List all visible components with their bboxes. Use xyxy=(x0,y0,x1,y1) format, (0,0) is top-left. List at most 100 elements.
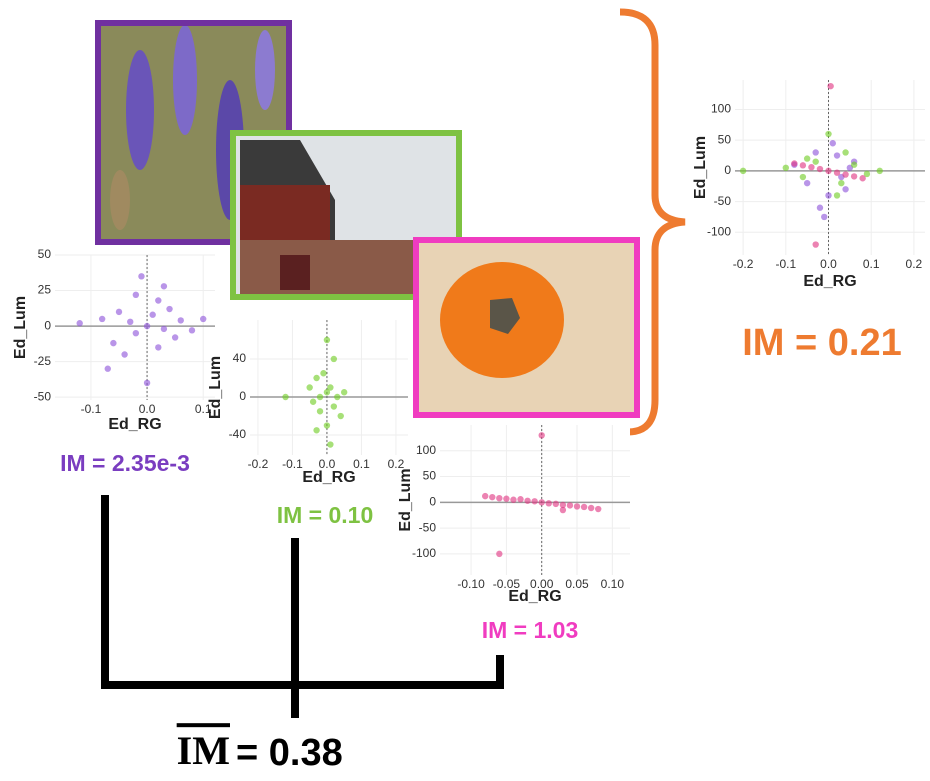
point xyxy=(149,311,156,318)
point xyxy=(524,497,531,504)
y-tick-label: -50 xyxy=(714,194,732,208)
x-tick-label: 0.00 xyxy=(530,577,554,591)
x-tick-label: -0.1 xyxy=(775,257,796,271)
point xyxy=(155,297,162,304)
y-tick-label: 0 xyxy=(724,163,731,177)
point xyxy=(842,149,849,156)
point xyxy=(306,384,313,391)
y-tick-label: 50 xyxy=(423,469,437,483)
point xyxy=(340,389,348,396)
x-tick-label: 0.2 xyxy=(388,457,405,471)
point xyxy=(132,291,140,299)
y-tick-label: -50 xyxy=(34,389,52,403)
point xyxy=(799,162,807,169)
scatter-plot: 40 0 -40 -0.2 -0.1 0.0 0.1 0.2 Ed_RG Ed_Lum IM = 0… xyxy=(207,320,408,528)
point xyxy=(859,175,866,182)
plot-area xyxy=(735,80,925,255)
point xyxy=(330,355,338,363)
point xyxy=(829,140,836,147)
point xyxy=(327,441,334,448)
x-tick-label: 0.2 xyxy=(906,257,923,271)
point xyxy=(876,167,883,175)
point xyxy=(171,334,179,341)
point xyxy=(313,427,320,434)
x-tick-label: -0.1 xyxy=(81,402,102,416)
point xyxy=(309,398,317,405)
point xyxy=(200,315,207,323)
point xyxy=(496,550,503,558)
point xyxy=(115,308,123,316)
point xyxy=(76,320,83,327)
point xyxy=(799,173,807,181)
point xyxy=(827,82,834,90)
point xyxy=(573,503,581,510)
point xyxy=(559,501,567,509)
point xyxy=(838,179,845,187)
point xyxy=(188,327,196,334)
point xyxy=(559,506,567,514)
point xyxy=(842,171,849,178)
point xyxy=(587,504,595,512)
x-axis-label: Ed_RG xyxy=(302,469,355,486)
y-axis-label: Ed_Lum xyxy=(692,136,709,199)
scatter-plot: 50 25 0 -25 -50 -0.1 0.0 0.1 Ed_RG Ed_Lum IM = 2.3… xyxy=(12,247,215,476)
point xyxy=(510,496,517,503)
point xyxy=(143,322,151,330)
annotation: IM = 0.10 xyxy=(277,502,374,528)
point xyxy=(503,495,510,502)
point xyxy=(177,317,184,324)
point xyxy=(808,163,815,171)
point xyxy=(812,158,819,165)
point xyxy=(842,186,849,193)
y-axis-label: Ed_Lum xyxy=(12,296,29,359)
point xyxy=(739,167,747,175)
point xyxy=(104,365,111,372)
point xyxy=(138,273,145,280)
point xyxy=(155,344,162,351)
point xyxy=(566,502,574,509)
x-tick-label: -0.2 xyxy=(733,257,754,271)
x-tick-label: -0.10 xyxy=(457,577,485,591)
mean-value: = 0.38 xyxy=(236,732,343,774)
point xyxy=(833,152,841,159)
x-tick-label: 0.0 xyxy=(139,402,156,416)
x-tick-label: 0.05 xyxy=(565,577,589,591)
x-tick-label: 0.1 xyxy=(353,457,370,471)
point xyxy=(538,499,545,506)
mean-symbol: IM xyxy=(177,728,230,773)
point xyxy=(833,169,841,176)
point xyxy=(323,336,331,344)
point xyxy=(320,370,327,377)
x-tick-label: 0.0 xyxy=(820,257,837,271)
annotation: IM = 0.21 xyxy=(742,322,901,364)
x-tick-label: 0.1 xyxy=(863,257,880,271)
x-tick-label: 0.1 xyxy=(195,402,212,416)
x-axis-label: Ed_RG xyxy=(108,416,161,433)
point xyxy=(110,339,117,347)
y-axis-label: Ed_Lum xyxy=(207,356,224,419)
connector xyxy=(101,495,504,718)
plot-area xyxy=(55,255,215,400)
y-tick-label: 50 xyxy=(38,247,52,261)
point xyxy=(121,351,128,358)
y-tick-label: 25 xyxy=(38,283,52,297)
y-tick-label: 100 xyxy=(416,443,436,457)
point xyxy=(282,393,289,401)
y-tick-label: 50 xyxy=(718,132,732,146)
point xyxy=(538,432,545,439)
point xyxy=(816,204,824,211)
point xyxy=(166,305,173,313)
point xyxy=(552,500,560,508)
point xyxy=(334,393,341,401)
x-tick-label: 0.0 xyxy=(319,457,336,471)
x-axis-label: Ed_RG xyxy=(508,588,561,605)
x-axis-label: Ed_RG xyxy=(803,273,856,290)
point xyxy=(791,160,798,167)
y-tick-label: 100 xyxy=(711,102,731,116)
point xyxy=(545,500,552,507)
point xyxy=(489,493,496,501)
point xyxy=(160,325,168,333)
point xyxy=(833,192,841,199)
point xyxy=(595,505,602,513)
brace xyxy=(619,8,686,436)
